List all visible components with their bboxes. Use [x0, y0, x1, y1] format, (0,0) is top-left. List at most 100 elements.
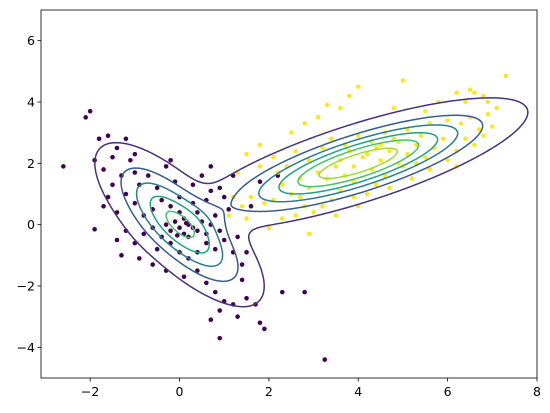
point-cluster-a: [123, 191, 129, 197]
point-cluster-a: [123, 136, 129, 142]
point-cluster-b: [373, 182, 379, 188]
point-cluster-a: [132, 170, 138, 175]
point-cluster-b: [463, 99, 468, 105]
y-tick-label: −2: [17, 279, 35, 294]
contour-level-4: [149, 131, 439, 254]
point-cluster-b: [387, 185, 392, 191]
point-cluster-a: [204, 240, 209, 246]
point-cluster-a: [145, 173, 151, 178]
point-cluster-a: [239, 277, 245, 283]
point-cluster-a: [217, 335, 223, 341]
point-cluster-b: [472, 142, 477, 148]
point-cluster-b: [400, 78, 406, 83]
x-tick-label: 4: [354, 384, 362, 399]
point-cluster-b: [494, 105, 500, 111]
point-cluster-a: [208, 188, 214, 194]
y-tick-label: −4: [17, 340, 35, 355]
point-cluster-b: [440, 136, 446, 142]
y-tick-label: 0: [27, 217, 35, 232]
point-cluster-a: [101, 167, 106, 172]
point-cluster-b: [490, 124, 495, 129]
point-cluster-b: [320, 145, 325, 151]
point-cluster-b: [422, 108, 428, 114]
point-cluster-a: [114, 237, 120, 243]
point-cluster-b: [266, 225, 272, 231]
point-cluster-b: [239, 203, 245, 209]
point-cluster-b: [297, 194, 303, 200]
point-cluster-a: [168, 157, 173, 163]
point-cluster-b: [311, 210, 316, 215]
point-cluster-a: [212, 289, 218, 295]
point-cluster-a: [195, 210, 200, 215]
point-cluster-b: [409, 176, 415, 181]
point-cluster-a: [128, 157, 133, 163]
point-cluster-b: [472, 90, 477, 96]
x-tick-label: −2: [81, 384, 99, 399]
x-tick-label: 8: [533, 384, 541, 399]
density-contours: [94, 97, 529, 308]
contour-level-3: [135, 124, 459, 267]
y-axis: −4 −2 0 2 4 6: [17, 33, 41, 355]
point-cluster-b: [364, 191, 370, 197]
point-cluster-a: [302, 289, 307, 295]
point-cluster-a: [141, 231, 147, 237]
point-cluster-b: [485, 111, 491, 117]
point-cluster-b: [387, 148, 392, 154]
point-cluster-a: [61, 164, 66, 169]
point-cluster-b: [306, 157, 312, 163]
contour-level-2: [120, 114, 484, 283]
point-cluster-b: [445, 157, 450, 163]
point-cluster-b: [391, 105, 397, 111]
point-cluster-a: [105, 133, 111, 139]
point-cluster-b: [355, 133, 361, 139]
point-cluster-b: [244, 216, 249, 221]
y-tick-label: 4: [27, 95, 35, 110]
x-tick-label: 0: [176, 384, 184, 399]
point-cluster-b: [351, 194, 357, 200]
point-cluster-a: [92, 226, 97, 232]
point-cluster-b: [418, 133, 424, 139]
y-tick-label: 6: [27, 33, 35, 48]
point-cluster-b: [338, 105, 343, 111]
contour-level-6: [318, 147, 399, 180]
point-cluster-b: [351, 164, 357, 169]
point-cluster-a: [177, 225, 182, 231]
point-cluster-a: [172, 219, 178, 224]
point-cluster-a: [226, 207, 231, 212]
point-cluster-a: [235, 314, 240, 319]
point-cluster-b: [333, 164, 339, 169]
point-cluster-b: [279, 216, 285, 221]
point-cluster-a: [163, 222, 169, 227]
point-cluster-a: [114, 145, 120, 151]
point-cluster-a: [208, 164, 214, 169]
point-cluster-a: [195, 228, 200, 234]
point-cluster-b: [271, 154, 276, 160]
point-cluster-a: [244, 295, 249, 301]
point-cluster-a: [322, 357, 328, 362]
point-cluster-a: [137, 256, 142, 261]
point-cluster-b: [405, 151, 410, 157]
point-cluster-b: [355, 84, 361, 89]
point-cluster-a: [163, 164, 169, 169]
point-cluster-b: [481, 93, 486, 99]
point-cluster-a: [119, 253, 124, 258]
point-cluster-b: [262, 200, 267, 206]
point-cluster-a: [174, 233, 180, 238]
point-cluster-a: [87, 108, 93, 114]
point-cluster-a: [168, 228, 173, 234]
point-cluster-a: [239, 262, 245, 267]
point-cluster-a: [168, 203, 173, 209]
point-cluster-a: [96, 136, 102, 142]
point-cluster-a: [183, 220, 189, 226]
point-cluster-a: [110, 154, 115, 160]
point-cluster-a: [221, 237, 227, 243]
point-cluster-b: [476, 127, 482, 132]
point-cluster-a: [257, 179, 263, 185]
point-cluster-b: [293, 148, 299, 154]
point-cluster-a: [212, 246, 218, 252]
point-cluster-a: [204, 280, 209, 286]
point-cluster-a: [190, 182, 196, 188]
point-cluster-b: [347, 93, 352, 99]
point-cluster-b: [333, 213, 339, 218]
